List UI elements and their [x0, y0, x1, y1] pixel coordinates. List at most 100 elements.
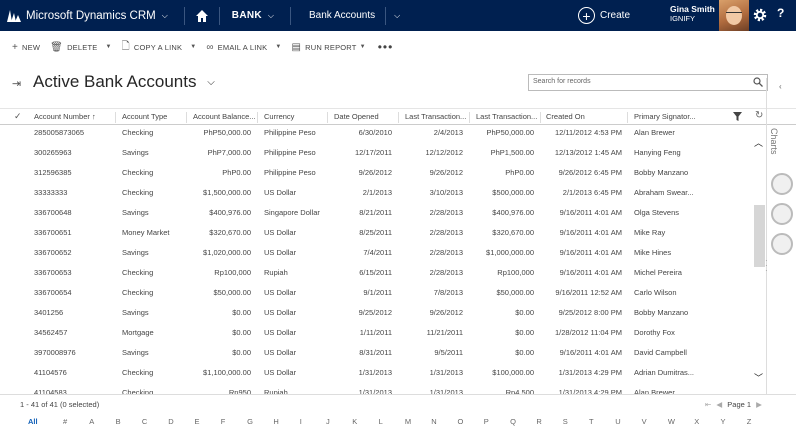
- account-number-cell[interactable]: 41104576: [34, 368, 67, 377]
- avatar[interactable]: [719, 0, 749, 31]
- alphabet-filter-b[interactable]: B: [115, 417, 121, 426]
- view-selector[interactable]: Active Bank Accounts ⌵: [33, 72, 215, 92]
- account-number-cell[interactable]: 3401256: [34, 308, 64, 317]
- account-number-cell[interactable]: 336700653: [34, 268, 72, 277]
- table-row[interactable]: 300265963 Savings PhP7,000.00 Philippine Pe…: [0, 146, 752, 166]
- user-info[interactable]: Gina Smith IGNIFY: [670, 4, 715, 24]
- run-report-button[interactable]: ▤ RUN REPORT ▼: [291, 42, 365, 53]
- account-number-cell[interactable]: 41104583: [34, 388, 67, 394]
- alphabet-filter-w[interactable]: W: [667, 417, 675, 426]
- account-number-cell[interactable]: 336700651: [34, 228, 72, 237]
- table-row[interactable]: 336700652 Savings $1,020,000.00 US Dollar 7/…: [0, 246, 752, 266]
- table-row[interactable]: 3401256 Savings $0.00 US Dollar 9/25/2012 9/2…: [0, 306, 752, 326]
- alphabet-filter-p[interactable]: P: [483, 417, 489, 426]
- alphabet-filter-u[interactable]: U: [615, 417, 621, 426]
- account-number-cell[interactable]: 312596385: [34, 168, 72, 177]
- primary-signatory-cell[interactable]: David Campbell: [634, 348, 687, 357]
- alphabet-filter-x[interactable]: X: [694, 417, 700, 426]
- column-separator[interactable]: [327, 112, 328, 123]
- primary-signatory-cell[interactable]: Michel Pereira: [634, 268, 682, 277]
- column-separator[interactable]: [398, 112, 399, 123]
- alphabet-filter-q[interactable]: Q: [510, 417, 516, 426]
- table-row[interactable]: 312596385 Checking PhP0.00 Philippine Peso 9…: [0, 166, 752, 186]
- new-button[interactable]: + NEW: [12, 42, 40, 53]
- filter-icon[interactable]: [733, 112, 742, 121]
- account-number-cell[interactable]: 34562457: [34, 328, 68, 337]
- alphabet-filter-n[interactable]: N: [431, 417, 437, 426]
- alphabet-filter-c[interactable]: C: [141, 417, 148, 426]
- primary-signatory-cell[interactable]: Olga Stevens: [634, 208, 680, 217]
- alphabet-filter-hash[interactable]: #: [63, 417, 68, 426]
- primary-signatory-cell[interactable]: Carlo Wilson: [634, 288, 677, 297]
- chevron-down-icon[interactable]: ⌵: [267, 10, 274, 20]
- alphabet-filter-a[interactable]: A: [89, 417, 95, 426]
- primary-signatory-cell[interactable]: Bobby Manzano: [634, 308, 689, 317]
- app-launcher[interactable]: Microsoft Dynamics CRM ⌵: [0, 0, 176, 31]
- caret-down-icon[interactable]: ▼: [190, 44, 197, 50]
- alphabet-filter-j[interactable]: J: [326, 417, 330, 426]
- caret-down-icon[interactable]: ▼: [105, 44, 112, 50]
- line-chart-icon[interactable]: [771, 233, 793, 255]
- primary-signatory-cell[interactable]: Mike Ray: [634, 228, 666, 237]
- alphabet-filter-k[interactable]: K: [352, 417, 358, 426]
- alphabet-filter-o[interactable]: O: [457, 417, 464, 426]
- column-header-account-number[interactable]: Account Number ↑: [34, 112, 96, 121]
- table-row[interactable]: 41104583 Checking Rp950 Rupiah 1/31/2013 1/31…: [0, 386, 752, 394]
- first-page-icon[interactable]: ⇤: [705, 400, 712, 409]
- primary-signatory-cell[interactable]: Dorothy Fox: [634, 328, 675, 337]
- alphabet-filter-d[interactable]: D: [168, 417, 174, 426]
- column-header-primary-signatory[interactable]: Primary Signator...: [634, 112, 696, 121]
- chevron-down-icon[interactable]: ⌵: [161, 10, 168, 20]
- search-icon[interactable]: [753, 77, 763, 87]
- column-header-last-transaction-amount[interactable]: Last Transaction...: [476, 112, 538, 121]
- table-row[interactable]: 285005873065 Checking PhP50,000.00 Philippi…: [0, 126, 752, 146]
- scrollbar-thumb[interactable]: [754, 205, 765, 267]
- select-all-checkbox[interactable]: ✓: [14, 111, 22, 121]
- account-number-cell[interactable]: 3970008976: [34, 348, 76, 357]
- help-icon[interactable]: ?: [777, 6, 785, 20]
- table-row[interactable]: 336700654 Checking $50,000.00 US Dollar 9/1/…: [0, 286, 752, 306]
- column-separator[interactable]: [257, 112, 258, 123]
- column-separator[interactable]: [115, 112, 116, 123]
- alphabet-filter-h[interactable]: H: [273, 417, 279, 426]
- chevron-down-icon[interactable]: ⌵: [394, 10, 401, 20]
- column-header-currency[interactable]: Currency: [264, 112, 295, 121]
- primary-signatory-cell[interactable]: Bobby Manzano: [634, 168, 689, 177]
- create-button[interactable]: + Create: [578, 0, 630, 31]
- expand-charts-icon[interactable]: ‹: [779, 82, 782, 91]
- entity-breadcrumb[interactable]: Bank Accounts: [308, 10, 376, 21]
- scroll-down-icon[interactable]: ﹀: [754, 373, 764, 383]
- column-header-last-transaction-date[interactable]: Last Transaction...: [405, 112, 467, 121]
- email-link-button[interactable]: ∞ EMAIL A LINK ▼: [206, 42, 281, 53]
- primary-signatory-cell[interactable]: Alan Brewer: [634, 388, 675, 394]
- table-row[interactable]: 41104576 Checking $1,100,000.00 US Dollar 1/…: [0, 366, 752, 386]
- column-header-account-balance[interactable]: Account Balance...: [193, 112, 255, 121]
- column-separator[interactable]: [627, 112, 628, 123]
- refresh-icon[interactable]: ↻: [755, 110, 764, 121]
- table-row[interactable]: 336700651 Money Market $320,670.00 US Dolla…: [0, 226, 752, 246]
- alphabet-filter-all[interactable]: All: [28, 417, 38, 426]
- charts-pane-label[interactable]: Charts: [769, 128, 779, 155]
- bar-chart-icon[interactable]: [771, 173, 793, 195]
- alphabet-filter-g[interactable]: G: [247, 417, 253, 426]
- primary-signatory-cell[interactable]: Mike Hines: [634, 248, 672, 257]
- column-header-account-type[interactable]: Account Type: [122, 112, 168, 121]
- alphabet-filter-z[interactable]: Z: [746, 417, 752, 426]
- primary-signatory-cell[interactable]: Hanying Feng: [634, 148, 681, 157]
- column-header-created-on[interactable]: Created On: [546, 112, 585, 121]
- column-separator[interactable]: [186, 112, 187, 123]
- table-row[interactable]: 34562457 Mortgage $0.00 US Dollar 1/11/2011 1…: [0, 326, 752, 346]
- home-icon[interactable]: [195, 9, 209, 23]
- delete-button[interactable]: 🗑 DELETE ▼: [50, 42, 111, 53]
- table-row[interactable]: 336700653 Checking Rp100,000 Rupiah 6/15/201…: [0, 266, 752, 286]
- next-page-icon[interactable]: ▶: [756, 400, 762, 409]
- column-header-date-opened[interactable]: Date Opened: [334, 112, 379, 121]
- alphabet-filter-i[interactable]: I: [299, 417, 302, 426]
- table-row[interactable]: 33333333 Checking $1,500,000.00 US Dollar 2/…: [0, 186, 752, 206]
- alphabet-filter-m[interactable]: M: [404, 417, 412, 426]
- primary-signatory-cell[interactable]: Adrian Dumitras...: [634, 368, 695, 377]
- alphabet-filter-y[interactable]: Y: [720, 417, 726, 426]
- alphabet-filter-e[interactable]: E: [194, 417, 200, 426]
- account-number-cell[interactable]: 336700654: [34, 288, 72, 297]
- pane-resize-handle[interactable]: · · ·: [765, 256, 768, 275]
